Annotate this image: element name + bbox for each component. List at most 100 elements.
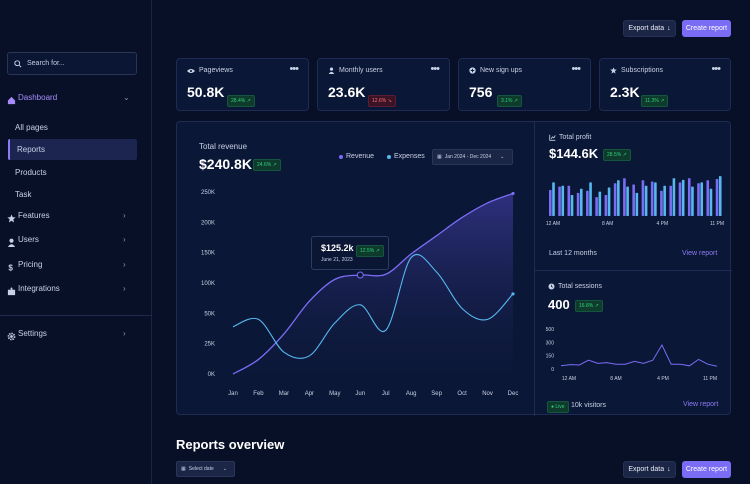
profit-bar xyxy=(650,181,654,216)
sidebar-item-label: Integrations xyxy=(18,283,60,293)
profit-bar xyxy=(691,186,694,216)
stat-value: 50.8K xyxy=(187,84,225,100)
stat-value: 23.6K xyxy=(328,84,366,100)
profit-bar xyxy=(663,185,666,216)
y-tick-label: 200K xyxy=(201,220,215,226)
stat-title: Subscriptions xyxy=(621,67,664,74)
profit-bar xyxy=(669,185,673,216)
sidebar-subitem-label: Reports xyxy=(17,145,46,154)
x-tick-label: Dec xyxy=(508,391,519,397)
sidebar-subitem-task[interactable]: Task xyxy=(8,184,137,205)
sessions-x-tick: 12 AM xyxy=(562,376,576,382)
sidebar-subitem-products[interactable]: Products xyxy=(8,162,137,183)
revenue-end-point xyxy=(511,191,515,196)
more-icon[interactable]: ••• xyxy=(430,63,440,75)
expenses-end-point xyxy=(511,292,515,296)
profit-bar xyxy=(579,188,583,216)
profit-x-tick: 8 AM xyxy=(602,221,613,227)
create-report-button[interactable]: Create report xyxy=(682,20,731,37)
profit-bar xyxy=(660,190,663,216)
profit-bar xyxy=(607,187,611,216)
export-data-button[interactable]: Export data ↓ xyxy=(623,20,676,37)
profit-bar xyxy=(672,178,676,216)
profit-view-report-link[interactable]: View report xyxy=(682,250,718,257)
more-icon[interactable]: ••• xyxy=(571,63,581,75)
create-label: Create report xyxy=(685,466,728,473)
more-icon[interactable]: ••• xyxy=(711,63,721,75)
dollar-icon: $ xyxy=(8,264,13,272)
sessions-x-tick: 4 PM xyxy=(657,376,669,382)
x-tick-label: Jul xyxy=(382,391,390,397)
x-tick-label: Oct xyxy=(457,391,467,397)
profit-bar xyxy=(552,182,555,216)
date-range-select[interactable]: ▦ Jan 2024 - Dec 2024 ⌄ xyxy=(432,149,513,165)
profit-bar xyxy=(561,185,565,216)
chevron-down-icon: ⌄ xyxy=(222,466,227,472)
stat-title: New sign ups xyxy=(480,67,523,74)
x-tick-label: Sep xyxy=(431,391,442,397)
sidebar-subitem-label: Products xyxy=(15,168,47,177)
revenue-point-highlight xyxy=(356,271,364,279)
profit-bar xyxy=(604,195,608,216)
y-tick-label: 0K xyxy=(208,372,215,378)
stat-card-monthly-users: Monthly users ••• 23.6K 12.6% ↘ xyxy=(317,58,450,111)
sidebar-subitem-label: All pages xyxy=(15,123,48,132)
chevron-right-icon: › xyxy=(123,328,126,338)
sidebar-item-label: Users xyxy=(18,234,39,244)
download-icon: ↓ xyxy=(667,25,671,32)
y-tick-label: 150K xyxy=(201,251,215,257)
puzzle-icon xyxy=(7,287,16,296)
export-label: Export data xyxy=(628,25,665,32)
profit-footer: Last 12 months xyxy=(549,250,597,257)
sidebar-subitem-reports[interactable]: Reports xyxy=(8,139,137,160)
gear-icon xyxy=(7,332,16,341)
profit-bar xyxy=(586,190,589,216)
sidebar-item-label: Features xyxy=(18,210,50,220)
profit-bar xyxy=(706,180,710,216)
sessions-value: 400 xyxy=(548,297,570,312)
x-tick-label: Jun xyxy=(355,391,365,397)
sessions-x-tick: 11 PM xyxy=(703,376,717,382)
y-tick-label: 250K xyxy=(201,190,215,196)
stat-badge: 28.4% ↗ xyxy=(227,95,255,107)
x-tick-label: Nov xyxy=(482,391,493,397)
export-data-button-bottom[interactable]: Export data ↓ xyxy=(623,461,676,478)
y-tick-label: 50K xyxy=(204,311,215,317)
star-icon xyxy=(7,214,16,223)
profit-bar xyxy=(598,191,602,216)
profit-bar xyxy=(687,178,691,216)
more-icon[interactable]: ••• xyxy=(289,63,299,75)
sidebar-subitem-all-pages[interactable]: All pages xyxy=(8,117,137,138)
select-date-dropdown[interactable]: ▦ Select date ⌄ xyxy=(176,461,235,477)
x-tick-label: Mar xyxy=(279,391,289,397)
chart-tooltip: $125.2k 12.5% ↗ June 21, 2023 xyxy=(311,236,389,270)
profit-bar xyxy=(681,179,685,216)
sessions-y-tick: 500 xyxy=(546,327,555,333)
profit-bar xyxy=(654,182,657,216)
create-report-button-bottom[interactable]: Create report xyxy=(682,461,731,478)
search-input[interactable]: Search for... xyxy=(7,52,137,75)
profit-bar xyxy=(718,176,722,216)
profit-bar xyxy=(715,179,719,216)
legend-expenses-label: Expenses xyxy=(394,153,425,160)
x-tick-label: Aug xyxy=(406,391,417,397)
revenue-value: $240.8K xyxy=(199,156,252,172)
calendar-icon: ▦ xyxy=(437,154,442,160)
sessions-view-report-link[interactable]: View report xyxy=(683,401,719,408)
tooltip-value: $125.2k xyxy=(321,243,354,253)
search-placeholder: Search for... xyxy=(27,60,65,67)
date-range-label: Jan 2024 - Dec 2024 xyxy=(444,154,492,160)
profit-bar xyxy=(570,195,574,216)
profit-header: Total profit xyxy=(549,134,591,141)
revenue-badge: 24.6% ↗ xyxy=(253,159,281,171)
stat-badge: 12.6% ↘ xyxy=(368,95,396,107)
stat-title: Pageviews xyxy=(199,67,233,74)
y-tick-label: 100K xyxy=(201,281,215,287)
profit-bar xyxy=(589,182,592,216)
profit-title: Total profit xyxy=(559,134,592,141)
profit-x-tick: 12 AM xyxy=(546,221,560,227)
sidebar-item-label: Dashboard xyxy=(18,92,58,102)
tooltip-date: June 21, 2023 xyxy=(321,257,353,263)
chart-icon xyxy=(549,134,556,141)
